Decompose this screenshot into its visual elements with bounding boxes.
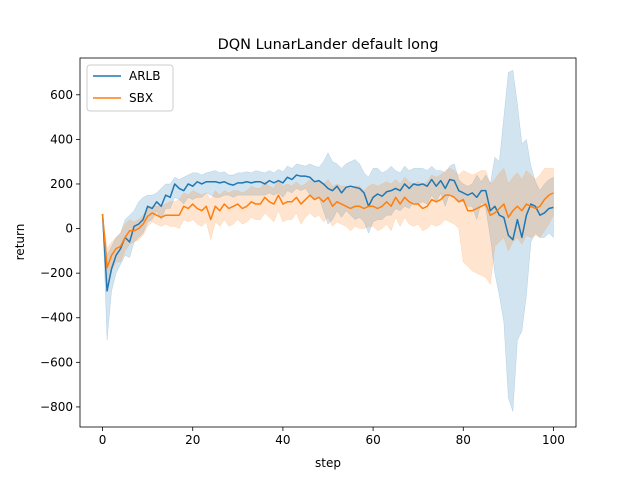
x-tick-label: 20 <box>185 433 200 447</box>
x-tick-label: 40 <box>275 433 290 447</box>
legend-label-arlb: ARLB <box>129 69 160 83</box>
y-tick-label: 200 <box>50 177 73 191</box>
line-sbx <box>101 192 554 269</box>
x-tick-label: 60 <box>365 433 380 447</box>
plot-frame <box>79 57 577 428</box>
legend: ARLB SBX <box>86 64 174 112</box>
y-tick-label: 600 <box>50 88 73 102</box>
legend-label-sbx: SBX <box>129 91 153 105</box>
x-tick-label: 80 <box>456 433 471 447</box>
y-tick-label: −600 <box>40 355 73 369</box>
y-axis-label: return <box>13 224 27 261</box>
band-sbx <box>102 167 554 287</box>
x-tick-label: 0 <box>99 433 107 447</box>
y-tick-label: −200 <box>40 266 73 280</box>
chart-title: DQN LunarLander default long <box>218 37 439 53</box>
y-tick-label: 400 <box>50 132 73 146</box>
x-tick-label: 100 <box>542 433 565 447</box>
y-tick-label: 0 <box>65 222 73 236</box>
y-axis-ticks: −800 −600 −400 −200 0 200 400 600 <box>40 88 80 414</box>
series-lines <box>101 174 554 292</box>
x-axis-label: step <box>315 456 341 470</box>
x-axis-ticks: 0 20 40 60 80 100 <box>99 427 565 447</box>
y-tick-label: −400 <box>40 311 73 325</box>
line-arlb <box>101 174 554 292</box>
y-tick-label: −800 <box>40 400 73 414</box>
